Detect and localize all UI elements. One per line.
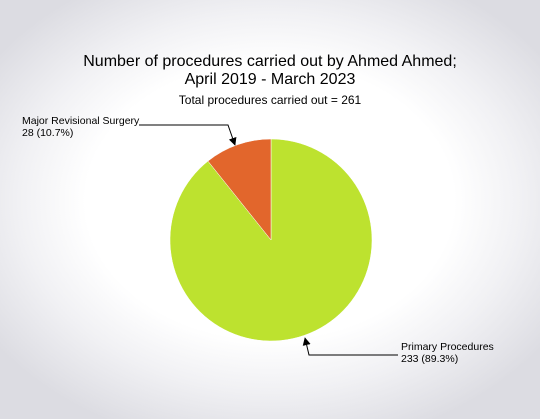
slice-label-revisional-value: 28 (10.7%)	[22, 127, 73, 139]
pie-slice-major-revisional-surgery	[207, 138, 272, 241]
leader-line-revisional	[139, 124, 237, 146]
chart-subtitle: Total procedures carried out = 261	[179, 93, 362, 107]
chart-title-line-2: April 2019 - March 2023	[185, 71, 356, 88]
pie-slices	[169, 138, 373, 342]
slice-label-primary-name: Primary Procedures	[401, 341, 494, 353]
leader-line-primary	[302, 337, 398, 356]
slice-label-primary: Primary Procedures 233 (89.3%)	[302, 337, 494, 365]
chart-title: Number of procedures carried out by Ahme…	[83, 53, 457, 88]
chart-title-line-1: Number of procedures carried out by Ahme…	[83, 53, 457, 70]
slice-label-revisional: Major Revisional Surgery 28 (10.7%)	[22, 115, 237, 146]
slice-label-primary-value: 233 (89.3%)	[401, 353, 458, 365]
slice-label-revisional-name: Major Revisional Surgery	[22, 115, 140, 127]
